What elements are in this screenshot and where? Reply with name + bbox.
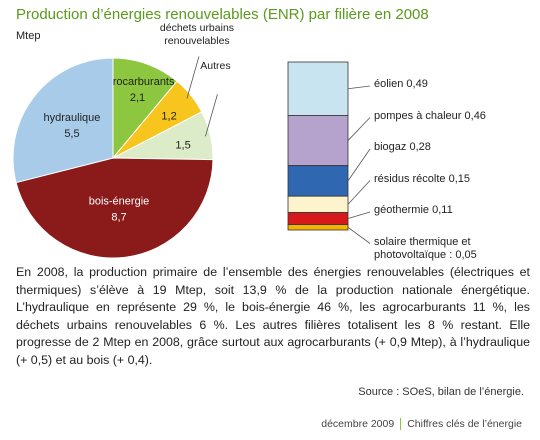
slice-name: hydraulique [44,112,101,124]
bar-segment [287,224,349,231]
bar-label: résidus récolte 0,15 [374,173,524,186]
leader-line [186,56,200,99]
unit-label: Mtep [16,30,41,42]
bar-name: pompes à chaleur [374,109,462,122]
slice-value: 5,5 [64,128,79,140]
bar-segment [287,195,349,213]
bar-value: 0,28 [409,141,431,153]
slice-value: 2,1 [130,92,145,104]
pie-slice [15,157,214,259]
footer-date: décembre 2009 [321,418,395,430]
leader-line [205,94,218,137]
bar-name: solaire thermique et photovoltaïque : [374,235,471,261]
leader-line [347,117,371,141]
bar-segment [287,115,349,167]
bar-label: pompes à chaleur 0,46 [374,110,524,123]
bar-label: éolien 0,49 [374,78,524,91]
bar-name: biogaz [374,141,407,153]
footer-publication: Chiffres clés de l’énergie [407,418,522,430]
bar-segment [287,61,349,116]
bar-label: solaire thermique et photovoltaïque : 0,… [374,236,524,262]
slice-name: bois-énergie [89,196,150,208]
paragraph: En 2008, la production primaire de l’ens… [16,265,530,367]
chart: agrocarburants 2,1 1,2 1,5 bois-énergie 8,7 hy… [12,56,371,259]
slice-name: Autres [200,60,231,73]
slice-name: agrocarburants [101,76,175,88]
bar-label: biogaz 0,28 [374,141,524,154]
bar-label: géothermie 0,11 [374,204,524,217]
bar-segment [287,212,349,225]
separator [400,418,402,431]
slice-value: 1,5 [175,139,190,151]
bar-name: résidus récolte [374,172,446,185]
chart-title: Production d’énergies renouvelables (ENR… [16,6,429,23]
pie-slice [12,57,114,184]
pie-slice [112,57,178,160]
bar-value: 0,49 [406,78,428,90]
slice-value: 1,2 [161,111,176,123]
slice-name: déchets urbains renouvelables [159,22,235,48]
bar-value: 0,46 [464,109,486,122]
bar-value: 0,15 [448,172,471,185]
bar-value: 0,11 [432,204,453,216]
leader-line [347,180,371,205]
footer: décembre 2009 Chiffres clés de l’énergie [321,418,522,431]
leader-line [347,148,371,182]
source: Source : SOeS, bilan de l’énergie. [358,386,524,398]
leader-line [347,211,371,219]
bar-segment [287,165,349,197]
leader-line [347,226,371,244]
bar-name: éolien [374,78,404,90]
bar-value: 0,05 [455,248,477,261]
leader-line [347,85,371,90]
slice-value: 8,7 [111,212,126,224]
bar-name: géothermie [374,204,430,216]
